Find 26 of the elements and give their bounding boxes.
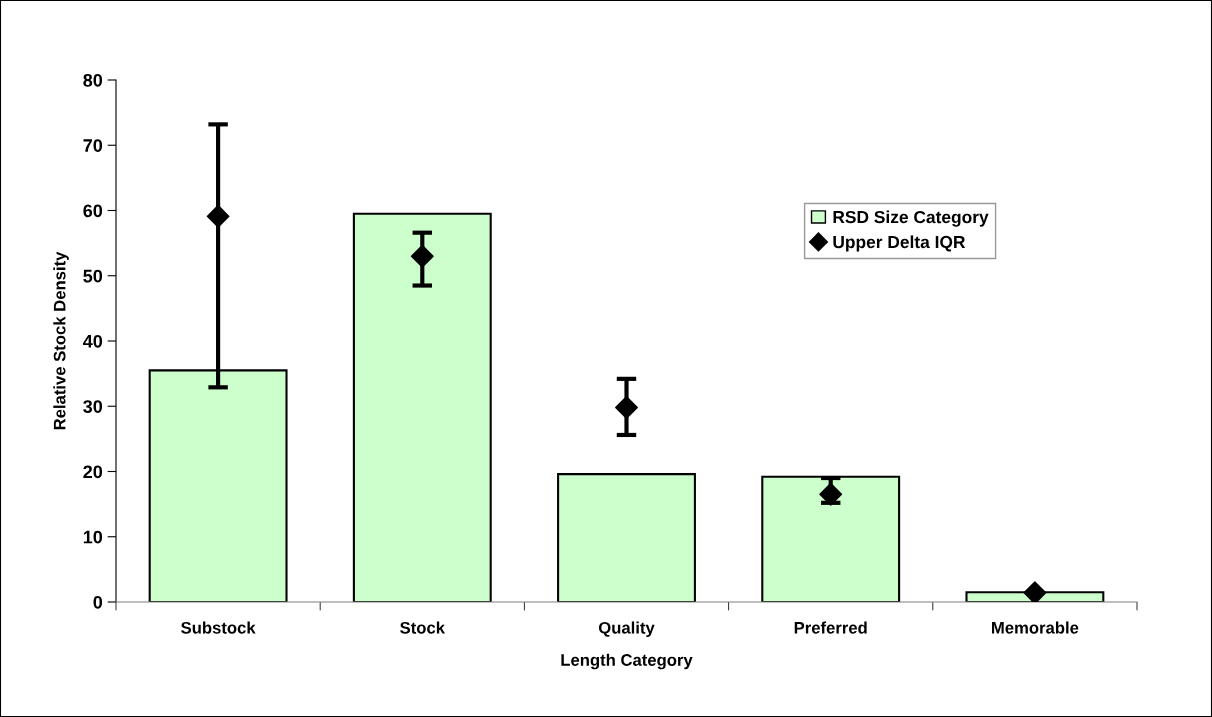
legend-label: RSD Size Category [833, 210, 989, 227]
y-tick-label: 10 [83, 530, 103, 544]
bar [352, 212, 492, 602]
x-tick-label: Substock [181, 621, 256, 634]
point [410, 244, 434, 268]
x-tick-label: Preferred [794, 621, 867, 634]
x-axis-title: Length Category [561, 653, 693, 670]
y-axis-title: Relative Stock Density [53, 251, 69, 430]
point [819, 482, 843, 506]
bar [557, 473, 696, 602]
y-tick-label: 50 [83, 269, 103, 283]
point [1023, 581, 1047, 602]
y-tick-label: 20 [83, 465, 103, 479]
y-tick-label: 30 [83, 400, 103, 413]
bar [761, 475, 901, 602]
legend-label: Upper Delta IQR [833, 235, 966, 252]
y-tick-label: 40 [83, 334, 103, 348]
x-tick-label: Stock [400, 621, 446, 634]
point [206, 204, 230, 228]
x-tick-label: Memorable [992, 621, 1079, 634]
y-tick-label: 80 [83, 73, 103, 87]
y-tick-label: 0 [93, 595, 103, 609]
point [615, 396, 638, 420]
y-tick-label: 70 [83, 139, 103, 152]
y-tick-label: 60 [83, 204, 103, 218]
x-tick-label: Quality [598, 621, 655, 637]
